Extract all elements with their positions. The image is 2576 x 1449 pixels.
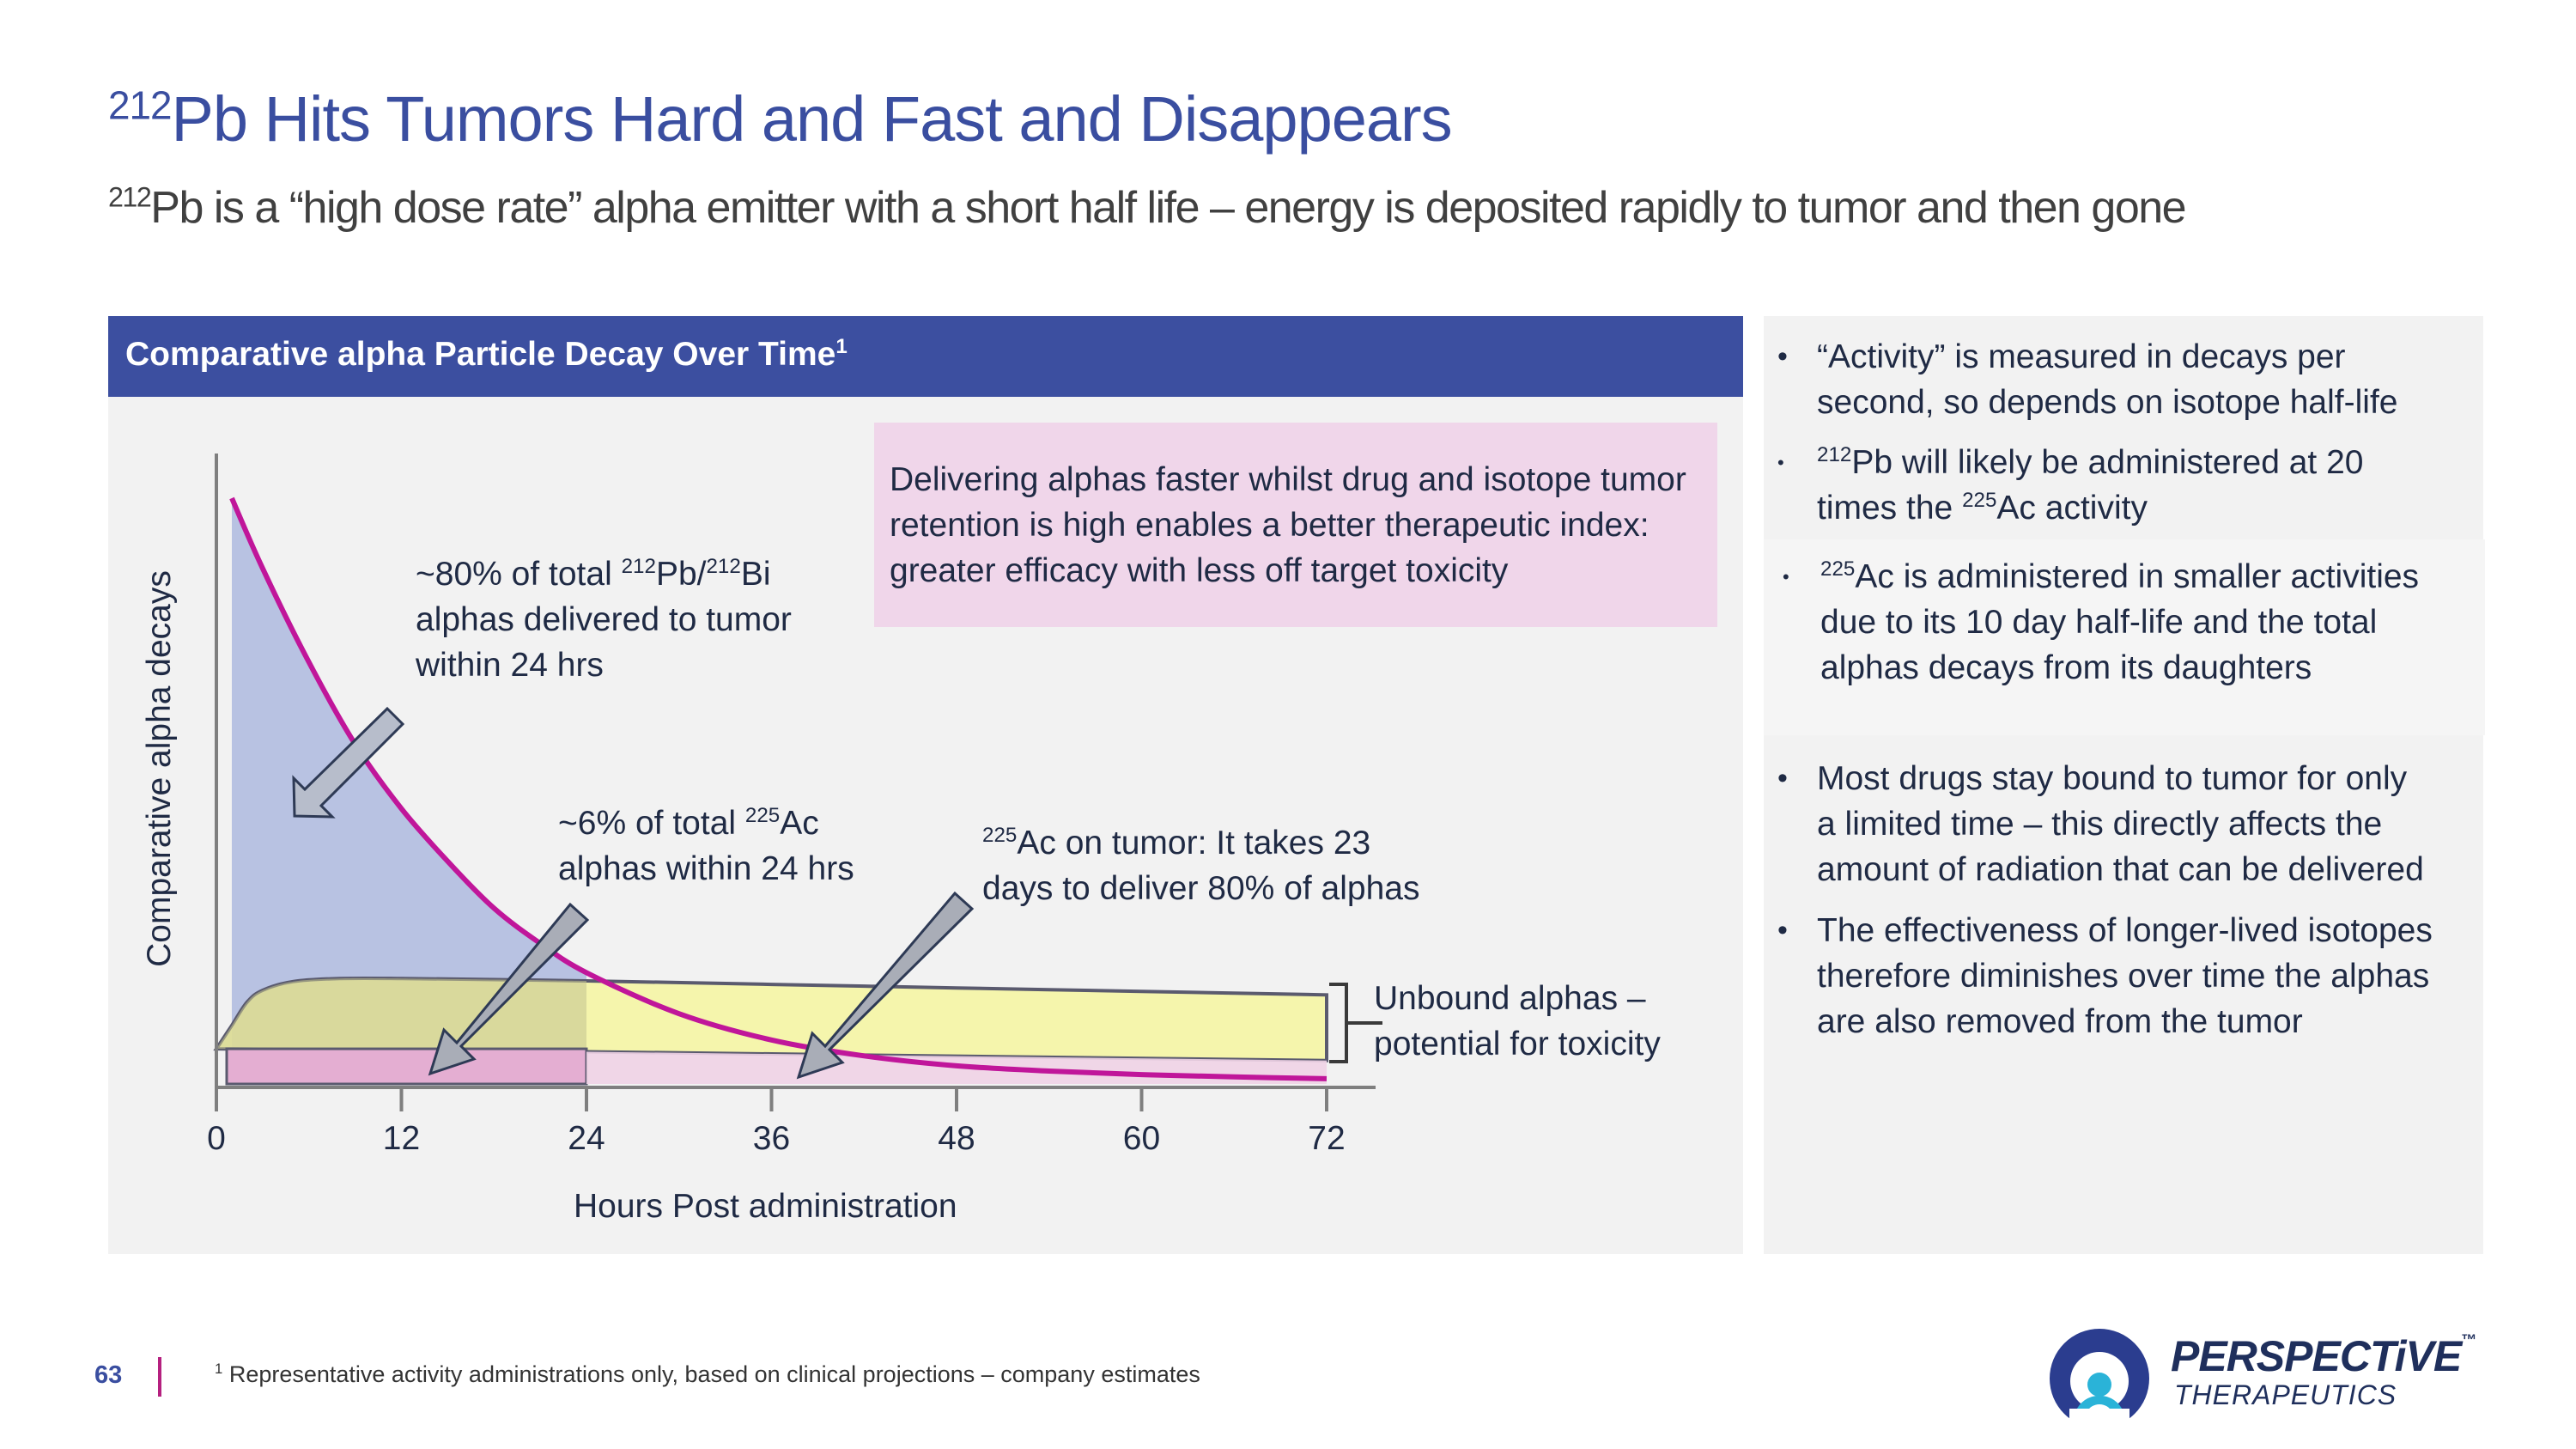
- annotation-ac23-line1: 225Ac on tumor: It takes 23: [982, 820, 1419, 866]
- bullet-marker: •: [1777, 340, 1788, 373]
- chart-title: Comparative alpha Particle Decay Over Ti…: [125, 336, 848, 374]
- annotation-ac23-text: Ac on tumor: It takes 23: [1017, 825, 1371, 861]
- bullet-ac-line1: 225Ac is administered in smaller activit…: [1820, 554, 2419, 600]
- chart-title-footnote-ref: 1: [835, 335, 848, 358]
- company-logo-mark: [2050, 1329, 2149, 1434]
- footnote-marker: 1: [215, 1361, 223, 1377]
- bullet-pb-dose-line2: times the 225Ac activity: [1817, 485, 2363, 531]
- footnote: 1 Representative activity administration…: [215, 1361, 1200, 1388]
- bullet-binding-line3: amount of radiation that can be delivere…: [1817, 851, 2424, 888]
- ac-bound-strip-0-24h: [225, 1047, 588, 1086]
- annotation-unbound: Unbound alphas – potential for toxicity: [1374, 976, 1661, 1067]
- annotation-pb-line3: within 24 hrs: [416, 647, 604, 684]
- x-tick-label-24: 24: [568, 1120, 605, 1157]
- bullet-activity-line1: “Activity” is measured in decays per: [1817, 338, 2346, 375]
- bullet-effect-line2: therefore diminishes over time the alpha…: [1817, 958, 2430, 995]
- annotation-pb-text-b: Pb/: [655, 556, 707, 593]
- bullet-ac-line3: alphas decays from its daughters: [1820, 649, 2312, 686]
- right-panel-highlight: [1764, 539, 2485, 735]
- arrow-ac-6pct: [428, 902, 590, 1076]
- bullet-ac-activity: • 225Ac is administered in smaller activ…: [1783, 554, 2419, 691]
- x-tick-label-72: 72: [1308, 1120, 1345, 1157]
- bullet-effect-line1: The effectiveness of longer-lived isotop…: [1817, 912, 2433, 949]
- bullet-activity-line2: second, so depends on isotope half-life: [1817, 384, 2398, 421]
- annotation-ac6-line2: alphas within 24 hrs: [558, 850, 854, 887]
- right-info-panel: [1764, 316, 2483, 1254]
- annotation-ac6-text-a: ~6% of total: [558, 805, 745, 842]
- x-tick-label-12: 12: [383, 1120, 420, 1157]
- footer-divider: [158, 1357, 161, 1397]
- bullet-pb-dose: • 212Pb will likely be administered at 2…: [1777, 440, 2363, 531]
- footnote-text: Representative activity administrations …: [222, 1361, 1200, 1387]
- bullet-marker: •: [1777, 452, 1784, 473]
- annotation-ac6-sup: 225: [744, 804, 781, 827]
- bullet-ac-line2: due to its 10 day half-life and the tota…: [1820, 604, 2378, 641]
- annotation-ac23-line2: days to deliver 80% of alphas: [982, 870, 1420, 907]
- bullet-ac2-text: Ac is administered in smaller activities: [1855, 558, 2420, 595]
- bullet-pb-sup: 212: [1817, 443, 1852, 466]
- bullet-pb-dose-line1: 212Pb will likely be administered at 20: [1817, 440, 2363, 485]
- bullet-binding-line2: a limited time – this directly affects t…: [1817, 806, 2383, 843]
- bullet-marker: •: [1783, 566, 1789, 588]
- pb-area-0-24h: [231, 498, 586, 1084]
- annotation-unbound-line1: Unbound alphas –: [1374, 980, 1646, 1017]
- chart-title-text: Comparative alpha Particle Decay Over Ti…: [125, 336, 836, 373]
- bullet-pb-text: Pb will likely be administered at 20: [1851, 444, 2364, 481]
- annotation-ac-6pct: ~6% of total 225Ac alphas within 24 hrs: [558, 801, 854, 892]
- bullet-activity: • “Activity” is measured in decays per s…: [1777, 334, 2398, 425]
- bullet-pb-text-b: times the: [1817, 490, 1963, 527]
- annotation-pb-80pct: ~80% of total 212Pb/212Bi alphas deliver…: [416, 551, 792, 688]
- annotation-ac6-text-b: Ac: [780, 805, 819, 842]
- chart-header-bar: [108, 316, 1743, 397]
- unbound-bracket: [1329, 983, 1382, 1063]
- title-text: Pb Hits Tumors Hard and Fast and Disappe…: [171, 83, 1453, 155]
- bullet-binding-line1: Most drugs stay bound to tumor for only: [1817, 760, 2408, 797]
- annotation-pb-line1: ~80% of total 212Pb/212Bi: [416, 551, 792, 597]
- x-tick-label-48: 48: [938, 1120, 975, 1157]
- company-logo-wordmark: PERSPECTiVE™: [2171, 1331, 2476, 1381]
- x-axis-title: Hours Post administration: [574, 1188, 957, 1225]
- annotation-ac23-sup: 225: [982, 824, 1018, 847]
- callout-box: [874, 423, 1717, 627]
- annotation-ac-23days: 225Ac on tumor: It takes 23 days to deli…: [982, 820, 1419, 911]
- annotation-pb-text-c: Bi: [740, 556, 771, 593]
- logo-trademark: ™: [2461, 1331, 2476, 1349]
- bullet-effect-line3: are also removed from the tumor: [1817, 1003, 2303, 1040]
- y-axis-title: Comparative alpha decays: [141, 570, 178, 967]
- page-title: 212Pb Hits Tumors Hard and Fast and Disa…: [108, 82, 1453, 155]
- logo-word-text: PERSPECTiVE: [2171, 1332, 2462, 1380]
- company-logo-subtitle: THERAPEUTICS: [2174, 1379, 2397, 1410]
- bullet-ac-sup: 225: [1962, 489, 1997, 512]
- subtitle-text: Pb is a “high dose rate” alpha emitter w…: [150, 183, 2186, 233]
- page-number: 63: [94, 1361, 123, 1389]
- annotation-unbound-line2: potential for toxicity: [1374, 1026, 1661, 1062]
- bullet-ac2-sup: 225: [1820, 557, 1856, 581]
- callout-text: Delivering alphas faster whilst drug and…: [890, 461, 1686, 589]
- annotation-pb-sup-a: 212: [621, 555, 656, 578]
- subtitle-superscript: 212: [108, 181, 152, 213]
- x-tick-label-60: 60: [1123, 1120, 1160, 1157]
- pb-decay-curve: [229, 496, 1327, 1081]
- bullet-drug-binding: • Most drugs stay bound to tumor for onl…: [1777, 756, 2424, 892]
- bullet-effectiveness: • The effectiveness of longer-lived isot…: [1777, 908, 2433, 1044]
- annotation-pb-line2: alphas delivered to tumor: [416, 601, 792, 638]
- annotation-pb-text-a: ~80% of total: [416, 556, 622, 593]
- bullet-pb-text-c: Ac activity: [1996, 490, 2148, 527]
- annotation-ac6-line1: ~6% of total 225Ac: [558, 801, 854, 846]
- ac-area-0-24h: [216, 977, 586, 1052]
- annotation-pb-sup-b: 212: [706, 555, 741, 578]
- x-tick-label-36: 36: [753, 1120, 790, 1157]
- arrow-pb-80pct: [292, 706, 405, 819]
- x-tick-label-0: 0: [207, 1120, 226, 1157]
- title-superscript: 212: [108, 82, 173, 128]
- arrow-ac-23days: [796, 891, 975, 1080]
- bullet-marker: •: [1777, 762, 1788, 795]
- page-subtitle: 212Pb is a “high dose rate” alpha emitte…: [108, 181, 2187, 234]
- bullet-marker: •: [1777, 914, 1788, 947]
